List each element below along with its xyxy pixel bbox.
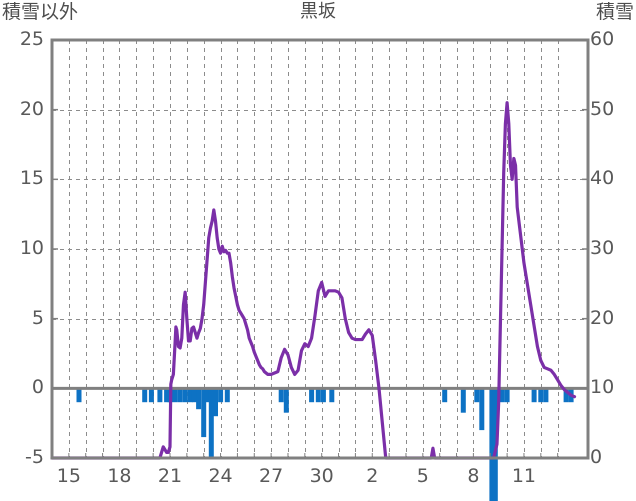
precipitation-bar [442,388,448,403]
y-axis-tick-label-right: 60 [590,28,615,50]
precipitation-bar [213,388,218,417]
y-axis-tick-label-right: 0 [590,446,603,468]
x-axis-tick-label: 30 [309,465,334,487]
x-axis-tick-label: 2 [366,465,379,487]
x-axis-tick-label: 11 [511,465,537,487]
x-axis-tick-label: 18 [107,465,132,487]
precipitation-bar [543,388,549,403]
precipitation-bar [208,388,214,458]
precipitation-bar [504,388,510,403]
precipitation-bar [563,388,569,403]
y-axis-tick-label-right: 10 [590,376,615,399]
y-axis-tick-label-right: 40 [590,167,615,190]
y-axis-tick-label-left: 20 [19,97,44,120]
precipitation-bar [187,388,193,403]
x-axis-tick-label: 15 [56,465,81,487]
precipitation-bar [309,388,315,403]
precipitation-bar [177,388,183,403]
precipitation-bar [218,388,224,403]
x-axis-tick-label: 21 [157,465,183,487]
precipitation-bar [201,388,207,438]
precipitation-bar [474,388,480,403]
precipitation-bar [182,388,188,403]
y-axis-tick-label-right: 30 [590,237,615,259]
precipitation-bar [76,388,82,403]
precipitation-bar [148,388,154,403]
right-axis-title: 積雪 [595,1,634,23]
y-axis-tick-label-left: 5 [31,306,44,329]
y-axis-tick-label-right: 20 [590,306,615,329]
precipitation-bar [479,388,485,431]
x-axis-tick-label: 5 [416,465,429,487]
y-axis-tick-label-left: -5 [25,446,44,468]
precipitation-bar [315,388,321,403]
precipitation-bar [538,388,544,403]
precipitation-bar [320,388,326,403]
precipitation-bar [172,388,178,403]
precipitation-bar [278,388,284,403]
precipitation-bar [329,388,335,403]
page-title: 黒坂 [300,1,336,22]
precipitation-bar [489,388,495,501]
y-axis-tick-label-right: 50 [590,97,615,120]
y-axis-tick-label-left: 25 [19,28,44,50]
precipitation-bar [164,388,170,403]
precipitation-bar [283,388,289,413]
precipitation-bar [142,388,148,403]
precipitation-bar [196,388,202,410]
y-axis-tick-label-left: 10 [19,237,44,259]
precipitation-bar [531,388,537,403]
non-snow-line [50,101,577,460]
precipitation-bar [191,388,197,403]
precipitation-bar [157,388,163,403]
x-axis-tick-label: 27 [259,465,284,487]
precipitation-bar [204,388,210,403]
x-axis-tick-label: 24 [208,465,233,487]
y-axis-tick-label-left: 0 [31,376,44,399]
y-axis-tick-label-left: 15 [19,167,44,190]
left-axis-title: 積雪以外 [2,1,79,23]
precipitation-bar [224,388,230,403]
precipitation-bar [499,388,505,403]
x-axis-tick-label: 8 [467,465,480,487]
precipitation-bar [460,388,466,413]
